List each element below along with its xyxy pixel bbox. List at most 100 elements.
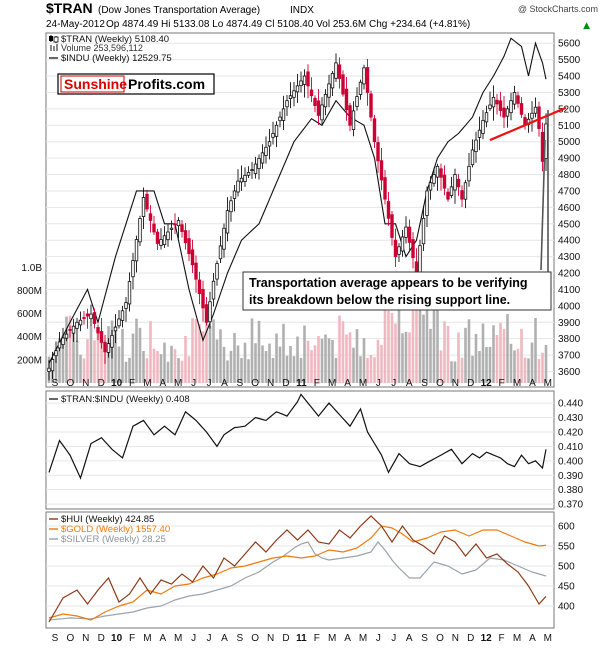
candle-body bbox=[404, 226, 408, 238]
volume-bar bbox=[128, 357, 131, 383]
exchange-label: INDX bbox=[290, 5, 314, 16]
candle-body bbox=[320, 104, 324, 121]
ticker-title: $TRAN bbox=[46, 0, 93, 16]
volume-bar bbox=[436, 303, 439, 383]
x-axis-label: F bbox=[129, 633, 135, 644]
candle-body bbox=[313, 97, 317, 106]
quote-date: 24-May-2012 bbox=[46, 19, 105, 30]
candle-body bbox=[327, 83, 331, 98]
candle-body bbox=[418, 245, 422, 277]
candle-body bbox=[334, 62, 338, 79]
volume-tick-label: 1.0B bbox=[21, 263, 42, 274]
annotation-line-2: its breakdown below the rising support l… bbox=[249, 293, 510, 307]
x-axis-label: M bbox=[328, 378, 336, 389]
volume-bar bbox=[502, 328, 506, 383]
volume-bar bbox=[418, 289, 422, 383]
volume-bar bbox=[544, 344, 548, 383]
x-axis-label: A bbox=[159, 378, 166, 389]
x-axis-label: M bbox=[544, 378, 552, 389]
x-axis-label: M bbox=[143, 378, 151, 389]
hui-legend-label: $HUI (Weekly) 424.85 bbox=[61, 514, 154, 525]
volume-bar bbox=[464, 327, 467, 383]
candle-body bbox=[173, 223, 177, 226]
volume-bar bbox=[443, 321, 446, 383]
candle-body bbox=[481, 119, 485, 134]
volume-bar bbox=[401, 333, 404, 383]
volume-bar bbox=[285, 355, 289, 383]
volume-bar bbox=[187, 356, 191, 383]
candle-body bbox=[54, 350, 58, 357]
volume-bar bbox=[89, 325, 93, 383]
candle-body bbox=[421, 217, 426, 245]
candle-body bbox=[498, 100, 503, 111]
candle-body bbox=[425, 190, 429, 216]
volume-bar bbox=[460, 357, 464, 383]
volume-bar bbox=[306, 340, 310, 383]
x-axis-label: N bbox=[267, 378, 274, 389]
main-y-tick-label: 3600 bbox=[558, 367, 581, 378]
x-axis-label: J bbox=[376, 378, 381, 389]
volume-bar bbox=[180, 360, 184, 383]
candle-body bbox=[288, 95, 293, 100]
sunshine-profits-logo: Sunshine Profits.com bbox=[57, 73, 215, 95]
candle-body bbox=[488, 104, 492, 109]
volume-bar bbox=[338, 315, 341, 383]
x-axis-label: M bbox=[174, 633, 182, 644]
candle-body bbox=[467, 165, 471, 182]
candle-body bbox=[176, 220, 181, 227]
metals-panel bbox=[45, 511, 555, 629]
candle-body bbox=[169, 227, 174, 230]
volume-bar bbox=[54, 348, 58, 383]
candle-body bbox=[159, 239, 163, 246]
x-axis-label: S bbox=[421, 378, 428, 389]
volume-bar bbox=[93, 340, 96, 383]
tran-legend-candle-icon bbox=[49, 35, 59, 43]
metals-y-tick-label: 400 bbox=[558, 602, 575, 613]
candle-body bbox=[96, 327, 100, 334]
main-y-tick-label: 5000 bbox=[558, 137, 581, 148]
tran-legend-label: $TRAN (Weekly) 5108.40 bbox=[61, 34, 169, 45]
x-axis-label: A bbox=[159, 633, 166, 644]
volume-bar bbox=[485, 347, 488, 383]
candle-body bbox=[442, 174, 447, 189]
volume-bar bbox=[425, 305, 429, 383]
x-axis-label: O bbox=[436, 633, 444, 644]
x-axis-label: J bbox=[207, 378, 212, 389]
candle-body bbox=[197, 279, 202, 294]
volume-bar bbox=[432, 308, 436, 383]
volume-bar bbox=[506, 314, 509, 383]
candle-body bbox=[117, 318, 121, 327]
candle-body bbox=[460, 190, 464, 200]
ratio-y-tick-label: 0.400 bbox=[558, 456, 583, 467]
volume-bar bbox=[254, 343, 257, 383]
x-axis-label: F bbox=[314, 378, 320, 389]
candle-body bbox=[362, 67, 366, 85]
main-y-tick-label: 5300 bbox=[558, 88, 581, 99]
volume-bar bbox=[191, 318, 194, 383]
ratio-y-tick-label: 0.390 bbox=[558, 471, 583, 482]
metals-y-ticks: 400 450 500 550 600 bbox=[558, 522, 575, 613]
candle-body bbox=[134, 239, 139, 262]
candle-body bbox=[274, 124, 279, 137]
volume-bar bbox=[429, 328, 432, 383]
volume-bar bbox=[362, 338, 366, 383]
candle-body bbox=[99, 331, 104, 343]
volume-bar bbox=[243, 342, 247, 383]
candle-body bbox=[232, 190, 237, 199]
candle-body bbox=[435, 165, 440, 178]
volume-bar bbox=[208, 325, 212, 383]
volume-bar bbox=[222, 346, 226, 383]
volume-bar bbox=[240, 358, 243, 383]
main-y-tick-label: 3900 bbox=[558, 318, 581, 329]
volume-bar bbox=[474, 333, 478, 383]
x-axis-label: M bbox=[513, 378, 521, 389]
candle-body bbox=[162, 235, 167, 245]
volume-bar bbox=[369, 355, 373, 383]
volume-bar bbox=[457, 332, 460, 383]
quote-line: Op 4874.49 Hi 5133.08 Lo 4874.49 Cl 5108… bbox=[106, 19, 470, 30]
candle-body bbox=[138, 218, 142, 243]
volume-bar bbox=[450, 361, 453, 383]
volume-bar bbox=[397, 296, 401, 383]
ratio-y-tick-label: 0.420 bbox=[558, 427, 583, 438]
